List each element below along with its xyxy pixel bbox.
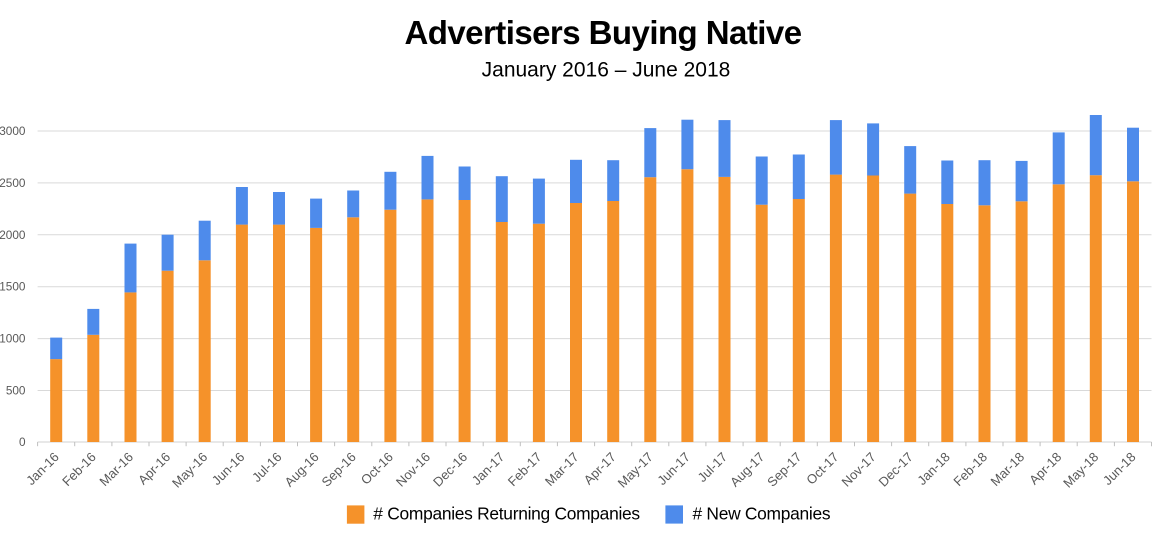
svg-text:3000: 3000 xyxy=(0,124,26,138)
svg-text:1000: 1000 xyxy=(0,332,26,346)
svg-text:# Companies Returning Companie: # Companies Returning Companies xyxy=(373,503,640,523)
svg-text:# New Companies: # New Companies xyxy=(693,503,831,523)
svg-text:Advertisers Buying Native: Advertisers Buying Native xyxy=(404,14,801,51)
svg-text:2000: 2000 xyxy=(0,228,26,242)
svg-text:500: 500 xyxy=(6,384,26,398)
svg-text:0: 0 xyxy=(19,435,26,449)
svg-text:January 2016 – June 2018: January 2016 – June 2018 xyxy=(482,59,731,82)
svg-text:1500: 1500 xyxy=(0,280,26,294)
svg-text:2500: 2500 xyxy=(0,176,26,190)
